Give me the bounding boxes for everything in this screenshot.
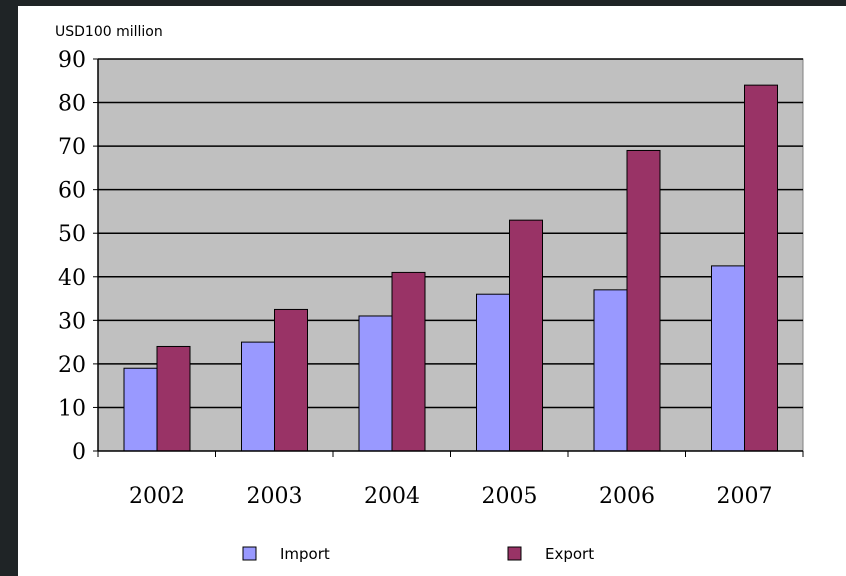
bar-chart: 0 10 20 30 40 50 60 70 80 90 2002 2003 2004 2005 2006…	[58, 48, 804, 563]
bar-import-2002	[123, 367, 158, 452]
bar-export-2003	[274, 308, 308, 452]
x-tick-label: 2006	[599, 484, 655, 509]
legend-swatch-export	[507, 546, 522, 561]
x-tick-label: 2003	[247, 484, 303, 509]
y-tick-label: 20	[58, 353, 86, 378]
legend-label-import: Import	[280, 545, 330, 563]
bar-export-2002	[156, 345, 191, 452]
bar-export-2005	[509, 219, 543, 452]
bar-import-2005	[476, 293, 510, 452]
legend: Import Export	[242, 545, 594, 563]
x-tick-label: 2002	[129, 484, 185, 509]
y-tick-label: 70	[58, 135, 86, 160]
bar-import-2004	[358, 315, 393, 452]
y-tick-label: 40	[58, 266, 86, 291]
x-tick-label: 2007	[717, 484, 773, 509]
bar-import-2003	[241, 341, 275, 452]
bar-import-2007	[711, 265, 745, 452]
y-tick-label: 50	[58, 222, 86, 247]
plot-area	[97, 58, 804, 452]
bar-export-2007	[744, 84, 778, 452]
legend-swatch-import	[242, 546, 257, 561]
bars	[123, 84, 778, 452]
bar-export-2004	[391, 271, 426, 452]
y-tick-label: 0	[72, 440, 86, 465]
bar-export-2006	[626, 149, 661, 452]
y-tick-label: 80	[58, 92, 86, 117]
x-tick-label: 2005	[482, 484, 538, 509]
y-axis-unit-label: USD100 million	[55, 24, 163, 40]
x-axis-ticks: 2002 2003 2004 2005 2006 2007	[97, 451, 804, 509]
x-tick-label: 2004	[364, 484, 420, 509]
chart-container: 0 10 20 30 40 50 60 70 80 90 2002 2003 2004 2005 2006…	[18, 6, 846, 576]
bar-import-2006	[593, 289, 628, 452]
y-tick-label: 10	[58, 396, 86, 421]
y-axis-ticks: 0 10 20 30 40 50 60 70 80 90	[58, 48, 98, 465]
legend-label-export: Export	[545, 545, 594, 563]
y-tick-label: 60	[58, 179, 86, 204]
y-tick-label: 90	[58, 48, 86, 73]
gridlines	[98, 58, 803, 409]
y-tick-label: 30	[58, 309, 86, 334]
